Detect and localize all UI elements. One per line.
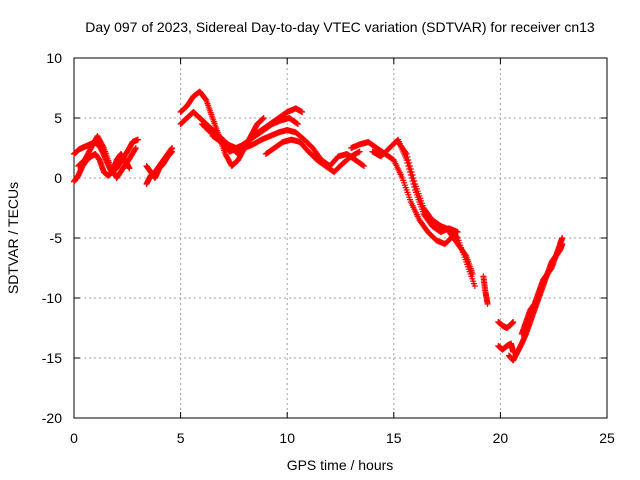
data-point bbox=[169, 148, 176, 155]
data-point bbox=[484, 301, 491, 307]
data-point bbox=[299, 109, 306, 115]
data-point bbox=[294, 121, 301, 127]
data-point bbox=[407, 166, 414, 172]
grid-lines bbox=[74, 58, 607, 418]
y-tick-label: 10 bbox=[46, 50, 62, 66]
series-sat-r bbox=[495, 340, 517, 355]
series-sat-q bbox=[495, 319, 517, 331]
series-sat-u bbox=[518, 235, 566, 337]
data-point bbox=[100, 143, 107, 150]
data-point bbox=[408, 169, 415, 175]
data-point bbox=[405, 157, 412, 163]
x-axis-label: GPS time / hours bbox=[287, 457, 394, 473]
data-point bbox=[454, 229, 461, 235]
series-sat-t bbox=[514, 241, 566, 355]
series-sat-f bbox=[177, 88, 261, 169]
x-tick-label: 20 bbox=[493, 430, 509, 446]
data-point bbox=[410, 175, 417, 181]
data-point bbox=[559, 235, 566, 241]
series-sat-e bbox=[143, 148, 176, 181]
y-tick-label: -15 bbox=[42, 350, 62, 366]
series-sat-c bbox=[75, 133, 139, 181]
y-tick-label: -20 bbox=[42, 410, 62, 426]
data-point bbox=[402, 149, 409, 156]
x-tick-label: 15 bbox=[386, 430, 402, 446]
data-point bbox=[132, 146, 139, 153]
data-point bbox=[132, 145, 139, 151]
data-point bbox=[202, 96, 209, 103]
x-tick-label: 0 bbox=[70, 430, 78, 446]
data-point bbox=[469, 271, 476, 277]
data-point bbox=[510, 319, 517, 325]
data-point bbox=[407, 163, 414, 169]
data-point bbox=[134, 136, 141, 143]
x-tick-label: 10 bbox=[279, 430, 295, 446]
x-tick-label: 25 bbox=[599, 430, 615, 446]
data-point bbox=[471, 283, 478, 289]
data-point bbox=[126, 165, 133, 172]
data-point bbox=[260, 115, 267, 121]
data-point bbox=[356, 148, 363, 155]
chart-title: Day 097 of 2023, Sidereal Day-to-day VTE… bbox=[85, 19, 595, 35]
data-point bbox=[404, 154, 411, 160]
y-tick-label: -10 bbox=[42, 290, 62, 306]
series-sat-o bbox=[446, 229, 476, 277]
y-axis-label: SDTVAR / TECUs bbox=[5, 182, 21, 294]
series-sat-p bbox=[480, 273, 491, 307]
x-tick-label: 5 bbox=[177, 430, 185, 446]
data-points bbox=[71, 88, 566, 364]
axis-ticks: 0 5 10 15 20 25 -20 -15 -10 -5 0 5 10 bbox=[42, 50, 615, 446]
data-point bbox=[360, 163, 367, 169]
data-point bbox=[411, 178, 418, 184]
data-point bbox=[409, 172, 416, 178]
data-point bbox=[403, 151, 410, 157]
y-tick-label: 5 bbox=[54, 110, 62, 126]
y-tick-label: 0 bbox=[54, 170, 62, 186]
series-sat-b bbox=[71, 151, 133, 185]
series-sat-i bbox=[209, 115, 301, 155]
y-tick-label: -5 bbox=[50, 230, 63, 246]
series-sat-k bbox=[262, 136, 363, 175]
data-point bbox=[406, 160, 413, 166]
